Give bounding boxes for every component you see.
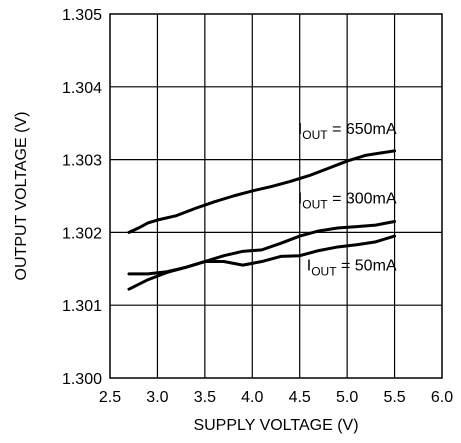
- series-label-subscript: OUT: [302, 128, 328, 142]
- y-tick-label: 1.305: [62, 7, 102, 24]
- series-label-main: I: [307, 257, 311, 274]
- x-tick-label: 6.0: [431, 389, 453, 406]
- y-tick-label: 1.303: [62, 153, 102, 170]
- y-tick-label: 1.300: [62, 371, 102, 388]
- x-tick-label: 4.5: [289, 389, 311, 406]
- series-label-main: I: [298, 121, 302, 138]
- y-tick-label: 1.304: [62, 80, 102, 97]
- series-line-2: [127, 234, 397, 276]
- x-tick-label: 5.5: [383, 389, 405, 406]
- x-tick-label: 5.0: [336, 389, 358, 406]
- series-label-1: IOUT = 300mA: [298, 190, 397, 211]
- series-layer: [127, 149, 397, 291]
- series-label-subscript: OUT: [311, 264, 337, 278]
- series-label-main: I: [298, 190, 302, 207]
- series-line-0: [127, 149, 397, 234]
- y-tick-label: 1.301: [62, 298, 102, 315]
- grid-layer: [110, 14, 442, 378]
- x-axis-title: SUPPLY VOLTAGE (V): [193, 417, 358, 434]
- series-label-2: IOUT = 50mA: [307, 257, 397, 278]
- series-label-value: = 650mA: [328, 121, 397, 138]
- x-tick-label: 2.5: [99, 389, 121, 406]
- x-tick-label: 3.5: [194, 389, 216, 406]
- series-label-0: IOUT = 650mA: [298, 121, 397, 142]
- x-tick-label: 3.0: [146, 389, 168, 406]
- series-label-subscript: OUT: [302, 197, 328, 211]
- series-label-value: = 50mA: [337, 257, 397, 274]
- y-tick-labels: 1.300 1.301 1.302 1.303 1.304 1.305: [62, 7, 102, 388]
- y-tick-label: 1.302: [62, 225, 102, 242]
- x-tick-labels: 2.5 3.0 3.5 4.0 4.5 5.0 5.5 6.0: [99, 389, 453, 406]
- plot-frame: [109, 13, 443, 379]
- y-axis-title: OUTPUT VOLTAGE (V): [13, 112, 30, 281]
- x-tick-label: 4.0: [241, 389, 263, 406]
- series-label-value: = 300mA: [328, 190, 397, 207]
